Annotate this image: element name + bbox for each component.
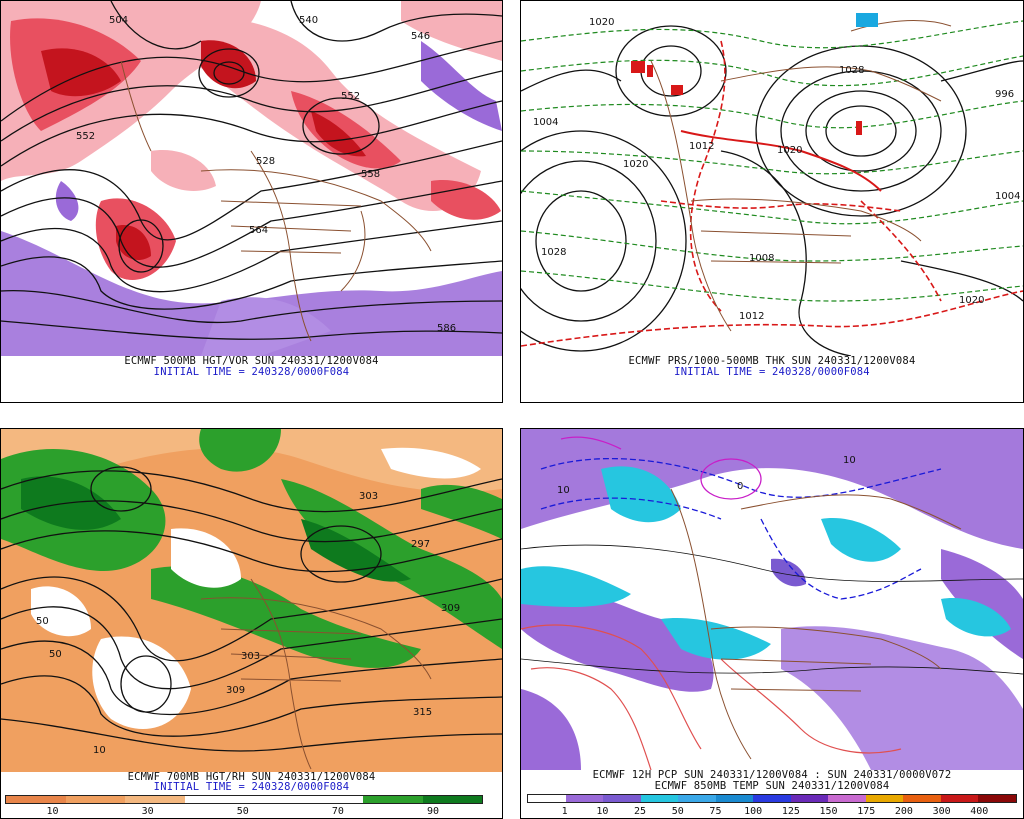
map-precip-850mb-temp: 10 10 0 — [521, 429, 1023, 770]
colorbar-tick-label: 25 — [634, 806, 647, 817]
contour-label: 1020 — [777, 145, 802, 156]
contour-labels: 303 297 309 303 309 315 50 50 10 — [36, 491, 460, 756]
colorbar-swatch — [6, 796, 66, 803]
colorbar-tick-label: 400 — [970, 806, 989, 817]
humidity-colorbar-ticks: 10 30 50 70 90 — [5, 807, 483, 819]
contour-label: 1020 — [959, 295, 984, 306]
panel-title: ECMWF PRS/1000-500MB THK SUN 240331/1200… — [628, 355, 916, 367]
contour-label: 1020 — [623, 159, 648, 170]
contour-label: 303 — [359, 491, 378, 502]
panel-subtitle: ECMWF 850MB TEMP SUN 240331/1200V084 — [654, 780, 890, 792]
contour-label: 1028 — [839, 65, 864, 76]
contour-label: 996 — [995, 89, 1014, 100]
panel-title: ECMWF 12H PCP SUN 240331/1200V084 : SUN … — [592, 769, 952, 781]
contour-label: 552 — [76, 131, 95, 142]
colorbar-swatch — [244, 796, 304, 803]
colorbar-swatch — [303, 796, 363, 803]
map-pressure-thickness: 1020 1004 1020 1012 1020 1028 1008 1012 … — [521, 1, 1023, 356]
contour-label: 564 — [249, 225, 268, 236]
contour-label: 10 — [557, 485, 570, 496]
contour-label: 1012 — [689, 141, 714, 152]
colorbar-swatch — [603, 795, 641, 802]
colorbar-tick-label: 300 — [932, 806, 951, 817]
colorbar-tick-label: 200 — [894, 806, 913, 817]
contour-label: 50 — [49, 649, 62, 660]
colorbar-swatch — [640, 795, 679, 802]
panel-prs-thk: 1020 1004 1020 1012 1020 1028 1008 1012 … — [520, 0, 1024, 403]
colorbar-tick-label: 175 — [857, 806, 876, 817]
panel-title: ECMWF 500MB HGT/VOR SUN 240331/1200V084 — [124, 355, 379, 367]
colorbar-swatch — [978, 795, 1016, 802]
map-500mb-vorticity: 504 540 546 552 552 528 558 564 586 — [1, 1, 502, 356]
contour-label: 309 — [226, 685, 245, 696]
colorbar-swatch — [422, 796, 482, 803]
panel-pcp-temp: 10 10 0 ECMWF 12H PCP SUN 240331/1200V08… — [520, 428, 1024, 819]
precip-colorbar-ticks: 1 10 25 50 75 100 125 150 175 200 300 400 — [527, 807, 1017, 819]
contour-label: 1020 — [589, 17, 614, 28]
initial-time: INITIAL TIME = 240328/0000F084 — [153, 781, 350, 793]
panel-title: ECMWF 700MB HGT/RH SUN 240331/1200V084 — [127, 771, 376, 783]
colorbar-swatch — [865, 795, 904, 802]
contour-label: 50 — [36, 616, 49, 627]
colorbar-tick-label: 90 — [427, 806, 440, 817]
colorbar-swatch — [678, 795, 716, 802]
colorbar-swatch — [528, 795, 566, 802]
contour-label: 546 — [411, 31, 430, 42]
colorbar-swatch — [65, 796, 125, 803]
contour-label: 1028 — [541, 247, 566, 258]
colorbar-tick-label: 1 — [561, 806, 568, 817]
colorbar-swatch — [828, 795, 866, 802]
colorbar-swatch — [753, 795, 791, 802]
humidity-colorbar — [5, 795, 483, 804]
colorbar-swatch — [940, 795, 979, 802]
colorbar-tick-label: 70 — [331, 806, 344, 817]
colorbar-tick-label: 30 — [141, 806, 154, 817]
contour-label: 558 — [361, 169, 380, 180]
contour-label: 297 — [411, 539, 430, 550]
panel-700mb-hgt-rh: 303 297 309 303 309 315 50 50 10 ECMWF 7… — [0, 428, 503, 819]
colorbar-swatch — [184, 796, 244, 803]
contour-label: 540 — [299, 15, 318, 26]
contour-label: 10 — [843, 455, 856, 466]
colorbar-tick-label: 10 — [46, 806, 59, 817]
contour-label: 552 — [341, 91, 360, 102]
initial-time: INITIAL TIME = 240328/0000F084 — [674, 366, 870, 378]
contour-labels: 10 10 0 — [557, 455, 856, 496]
contour-label: 528 — [256, 156, 275, 167]
colorbar-tick-label: 10 — [596, 806, 609, 817]
contour-label: 1004 — [533, 117, 558, 128]
panel-500mb-hgt-vor: 504 540 546 552 552 528 558 564 586 ECMW… — [0, 0, 503, 403]
contour-label: 586 — [437, 323, 456, 334]
map-700mb-humidity: 303 297 309 303 309 315 50 50 10 — [1, 429, 502, 772]
colorbar-tick-label: 50 — [671, 806, 684, 817]
contour-label: 504 — [109, 15, 128, 26]
colorbar-tick-label: 125 — [781, 806, 800, 817]
colorbar-tick-label: 50 — [236, 806, 249, 817]
initial-time: INITIAL TIME = 240328/0000F084 — [153, 366, 350, 378]
colorbar-swatch — [715, 795, 754, 802]
contour-labels: 1020 1004 1020 1012 1020 1028 1008 1012 … — [533, 17, 1020, 322]
colorbar-swatch — [565, 795, 604, 802]
contour-label: 1012 — [739, 311, 764, 322]
colorbar-swatch — [125, 796, 185, 803]
contour-label: 1008 — [749, 253, 774, 264]
colorbar-swatch — [363, 796, 423, 803]
contour-label: 1004 — [995, 191, 1020, 202]
colorbar-tick-label: 100 — [744, 806, 763, 817]
contour-label: 10 — [93, 745, 106, 756]
contour-label: 303 — [241, 651, 260, 662]
colorbar-swatch — [903, 795, 941, 802]
colorbar-swatch — [790, 795, 829, 802]
contour-label: 0 — [737, 481, 743, 492]
contour-label: 309 — [441, 603, 460, 614]
precip-colorbar — [527, 794, 1017, 803]
colorbar-tick-label: 75 — [709, 806, 722, 817]
contour-label: 315 — [413, 707, 432, 718]
contour-labels: 504 540 546 552 552 528 558 564 586 — [76, 15, 456, 334]
colorbar-tick-label: 150 — [819, 806, 838, 817]
